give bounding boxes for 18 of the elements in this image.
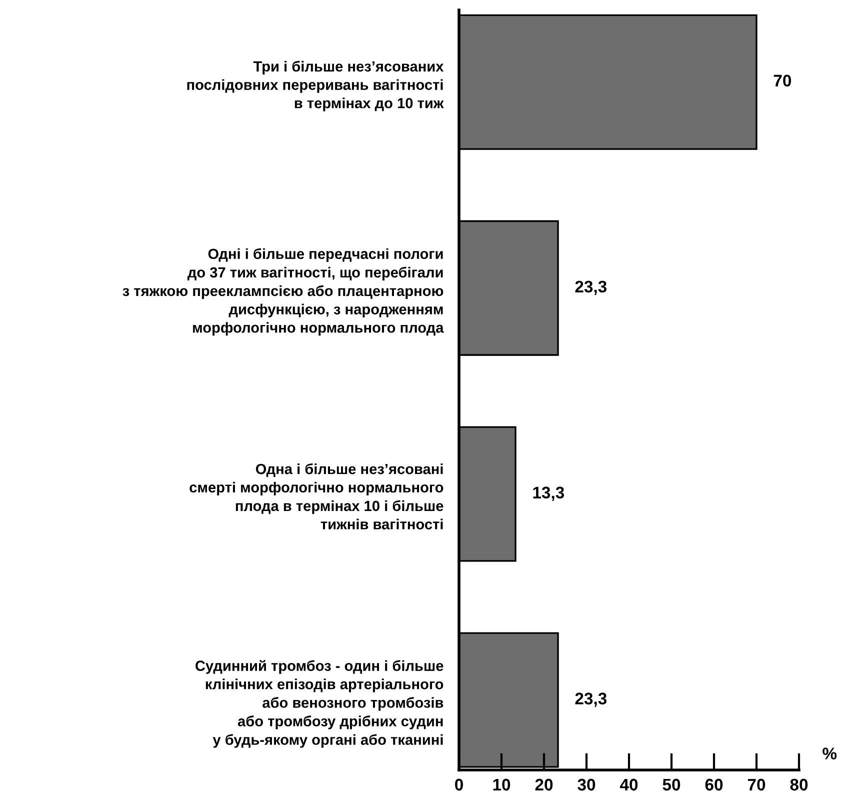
y-tick-label: Судинний тромбоз - один і більше клінічних епізодів артеріального або венозного тромбозів або тромбозу дрібних судин у будь-якому органі або тканині xyxy=(196,660,444,748)
x-tick-label: 80 xyxy=(790,778,808,791)
data-label: 13,3 xyxy=(533,486,564,501)
y-tick-label: Одні і більше передчасні пологи до 37 тиж вагітності, що перебігали з тяжкою прееклампсією або плацентарною дисфункцією, з народженням морфологічно нормального плода xyxy=(122,248,444,336)
data-label: 23,3 xyxy=(575,692,607,707)
x-tick-label: 40 xyxy=(620,778,638,791)
x-tick-label: 30 xyxy=(578,778,596,791)
x-tick-label: 0 xyxy=(455,778,463,791)
y-tick-label: Одна і більше нез’ясовані смерті морфологічно нормального плода в термінах 10 і більше тижнів вагітності xyxy=(190,463,444,530)
x-axis-title: % xyxy=(822,748,837,760)
data-label: 23,3 xyxy=(575,280,607,295)
x-tick-label: 70 xyxy=(748,778,766,791)
x-tick-label: 60 xyxy=(705,778,723,791)
x-tick-label: 20 xyxy=(535,778,553,791)
data-label: 70 xyxy=(774,74,792,87)
x-tick-label: 50 xyxy=(662,778,680,791)
y-tick-label: Три і більше нез’ясованих послідовних переривань вагітності в термінах до 10 тиж xyxy=(187,60,444,112)
x-tick-label: 10 xyxy=(493,778,510,791)
